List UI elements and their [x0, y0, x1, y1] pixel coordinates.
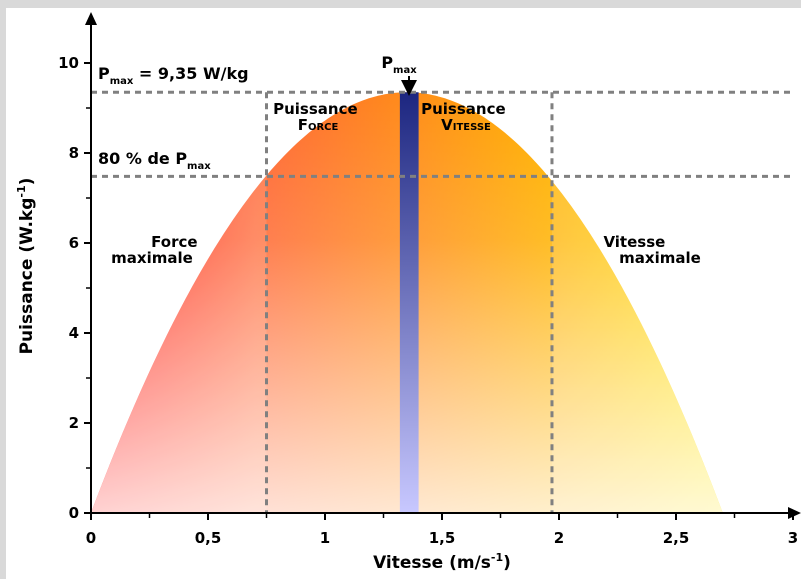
x-tick-label: 0,5: [195, 529, 222, 547]
x-tick-label: 2: [554, 529, 564, 547]
puissance-vitesse-label: Puissance VITESSE: [421, 100, 511, 134]
y-tick-label: 10: [58, 54, 79, 72]
x-tick-label: 1: [320, 529, 330, 547]
pmax-velocity-band: [399, 92, 419, 513]
x-tick-label: 3: [788, 529, 798, 547]
y-tick-label: 2: [69, 414, 79, 432]
reference-lines: [91, 90, 795, 513]
x-tick-label: 2,5: [663, 529, 690, 547]
force-zone-shade: [91, 92, 267, 513]
y-axis-label: Puissance (W.kg-1): [15, 178, 37, 355]
y-tick-label: 4: [69, 324, 79, 342]
x-axis-label: Vitesse (m/s-1): [373, 551, 511, 573]
y-axis-arrow: [85, 12, 97, 25]
x-axis-arrow: [788, 507, 801, 519]
x-tick-label: 0: [86, 529, 96, 547]
pmax-band: [399, 92, 419, 513]
y-tick-label: 6: [69, 234, 79, 252]
x-tick-label: 1,5: [429, 529, 456, 547]
y-tick-label: 8: [69, 144, 79, 162]
p80-annotation: 80 % de Pmax: [98, 149, 211, 172]
y-tick-label: 0: [69, 504, 79, 522]
axis-ticks: 0 0,5 1 1,5 2 2,5 3 0 2 4 6 8 10: [58, 54, 798, 547]
puissance-force-label: Puissance FORCE: [273, 100, 363, 134]
vitesse-maximale-label: Vitesse maximale: [603, 233, 700, 267]
pmax-value-annotation: Pmax = 9,35 W/kg: [98, 64, 249, 87]
force-maximale-label: Force maximale: [111, 233, 203, 267]
pmax-top-label: Pmax: [381, 53, 417, 76]
vitesse-zone-shade: [551, 92, 723, 513]
